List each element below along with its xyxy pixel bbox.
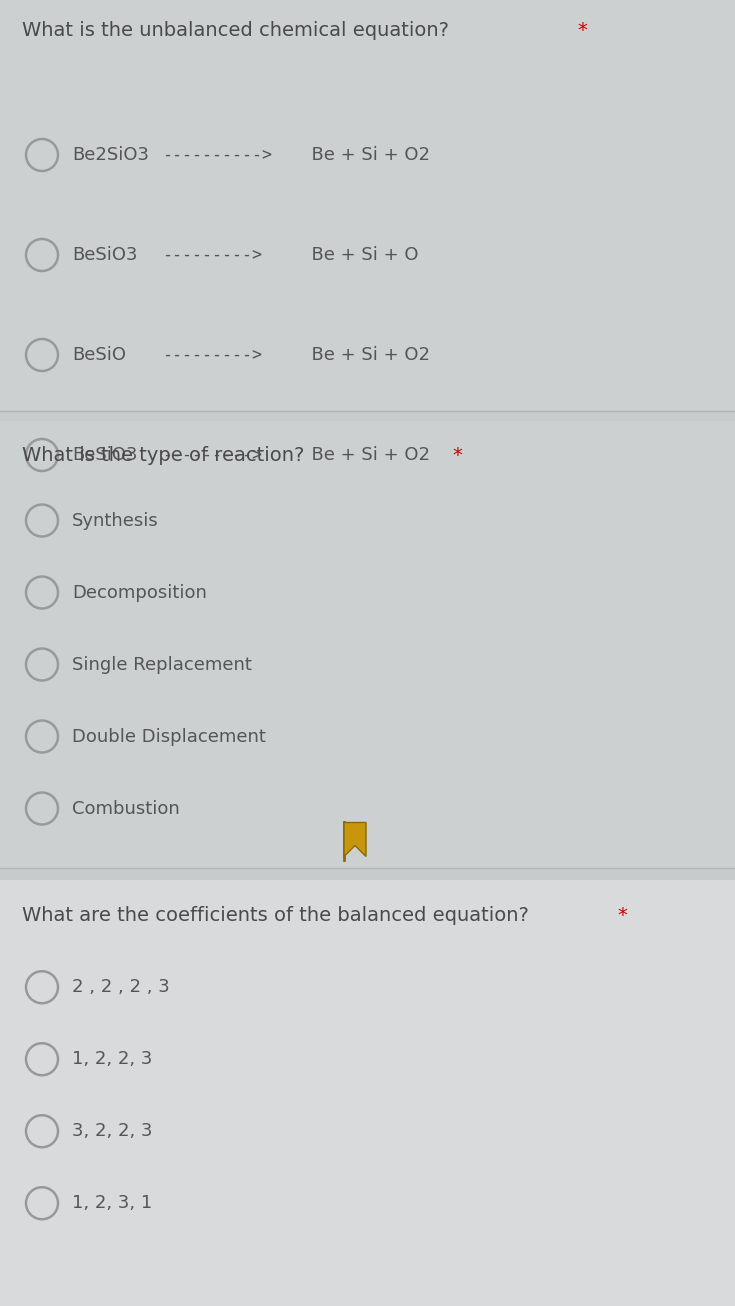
Text: Decomposition: Decomposition <box>72 584 207 602</box>
Text: Be + Si + O: Be + Si + O <box>300 246 418 264</box>
Text: 1, 2, 3, 1: 1, 2, 3, 1 <box>72 1194 152 1212</box>
Text: Be2SiO3: Be2SiO3 <box>72 146 149 165</box>
Text: *: * <box>577 21 587 39</box>
FancyBboxPatch shape <box>0 421 735 868</box>
Text: What is the type of reaction?: What is the type of reaction? <box>22 447 304 465</box>
Text: *: * <box>617 906 627 925</box>
Text: 2 , 2 , 2 , 3: 2 , 2 , 2 , 3 <box>72 978 170 996</box>
Text: BeSiO: BeSiO <box>72 346 126 364</box>
Text: Be + Si + O2: Be + Si + O2 <box>300 447 430 464</box>
Text: BeSiO3: BeSiO3 <box>72 246 137 264</box>
FancyBboxPatch shape <box>0 0 735 411</box>
Polygon shape <box>344 823 366 857</box>
FancyBboxPatch shape <box>0 880 735 1306</box>
Text: What is the unbalanced chemical equation?: What is the unbalanced chemical equation… <box>22 21 449 39</box>
Text: Be + Si + O2: Be + Si + O2 <box>300 346 430 364</box>
Text: BeSiO3: BeSiO3 <box>72 447 137 464</box>
Text: Double Displacement: Double Displacement <box>72 727 266 746</box>
Text: 1, 2, 2, 3: 1, 2, 2, 3 <box>72 1050 152 1068</box>
Text: 3, 2, 2, 3: 3, 2, 2, 3 <box>72 1122 152 1140</box>
Text: ---------->: ----------> <box>162 146 272 165</box>
Text: --------->: ---------> <box>162 346 262 364</box>
Text: --------->: ---------> <box>162 246 262 264</box>
Text: Single Replacement: Single Replacement <box>72 656 252 674</box>
Text: Synthesis: Synthesis <box>72 512 159 529</box>
Text: --------->: ---------> <box>162 447 262 464</box>
Text: What are the coefficients of the balanced equation?: What are the coefficients of the balance… <box>22 906 529 925</box>
Text: *: * <box>452 447 462 465</box>
Text: Be + Si + O2: Be + Si + O2 <box>300 146 430 165</box>
Text: Combustion: Combustion <box>72 799 180 818</box>
